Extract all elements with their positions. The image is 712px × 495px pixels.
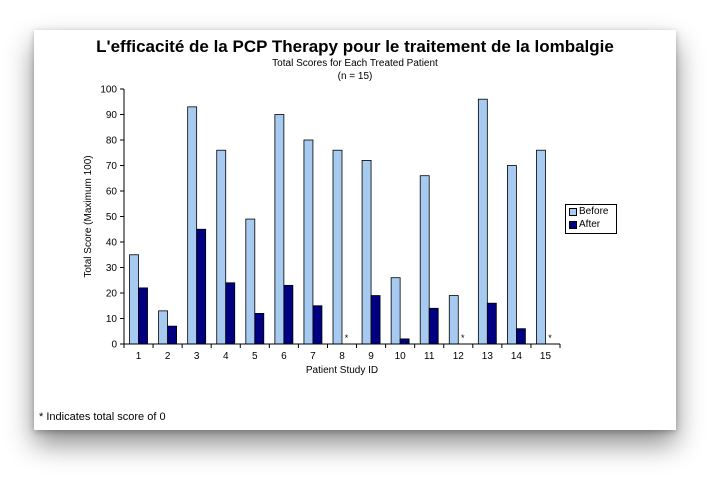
bar-before-1 xyxy=(129,254,139,345)
y-tick-label-80: 80 xyxy=(106,136,118,147)
bar-before-6 xyxy=(274,114,285,345)
chart-card: L'efficacité de la PCP Therapy pour le t… xyxy=(34,30,676,430)
bar-before-12 xyxy=(448,295,459,345)
legend-label-before: Before xyxy=(579,206,609,217)
bar-before-3 xyxy=(187,106,198,345)
y-axis-title: Total Score (Maximum 100) xyxy=(83,155,94,277)
bar-after-1 xyxy=(138,287,148,345)
chart-title: L'efficacité de la PCP Therapy pour le t… xyxy=(96,37,614,56)
footnote: * Indicates total score of 0 xyxy=(39,411,166,423)
x-tick-label-15: 15 xyxy=(540,351,552,362)
x-tick-label-13: 13 xyxy=(482,351,494,362)
y-tick-label-30: 30 xyxy=(106,263,118,274)
x-tick-label-9: 9 xyxy=(368,351,374,362)
x-tick-label-7: 7 xyxy=(310,351,316,362)
x-tick-label-8: 8 xyxy=(339,351,345,362)
bar-before-13 xyxy=(477,98,488,345)
bar-after-6 xyxy=(283,284,294,345)
bar-before-10 xyxy=(390,277,401,345)
bar-after-7 xyxy=(312,305,323,345)
y-tick-label-20: 20 xyxy=(106,289,118,300)
y-tick-label-40: 40 xyxy=(106,238,118,249)
zero-marker-after-15: * xyxy=(548,333,552,343)
footnote-marker: * xyxy=(39,411,44,423)
bar-before-9 xyxy=(361,159,372,345)
bar-before-7 xyxy=(303,139,314,345)
y-tick-label-10: 10 xyxy=(106,314,118,325)
bar-after-10 xyxy=(399,338,410,345)
bar-after-3 xyxy=(196,228,207,345)
bar-after-14 xyxy=(515,328,526,345)
legend: Before After xyxy=(565,204,617,234)
y-tick-label-0: 0 xyxy=(111,340,117,351)
x-tick-label-5: 5 xyxy=(252,351,258,362)
legend-swatch-after xyxy=(569,221,577,229)
bar-before-4 xyxy=(216,149,227,345)
x-tick-label-10: 10 xyxy=(395,351,407,362)
bar-before-11 xyxy=(419,175,430,345)
legend-item-before: Before xyxy=(566,205,616,218)
x-tick-label-14: 14 xyxy=(511,351,523,362)
y-tick-label-50: 50 xyxy=(106,212,118,223)
x-tick-label-3: 3 xyxy=(194,351,200,362)
chart-sample-size: (n = 15) xyxy=(337,71,373,82)
y-tick-label-60: 60 xyxy=(106,187,118,198)
y-tick-label-70: 70 xyxy=(106,161,118,172)
bar-after-9 xyxy=(370,295,381,345)
legend-swatch-before xyxy=(569,208,577,216)
x-tick-label-11: 11 xyxy=(424,351,435,362)
zero-marker-after-12: * xyxy=(461,333,465,343)
footnote-text: Indicates total score of 0 xyxy=(46,411,166,423)
bar-before-8 xyxy=(332,149,343,345)
bar-after-2 xyxy=(167,325,178,345)
bar-after-5 xyxy=(254,312,265,345)
y-tick-label-100: 100 xyxy=(100,85,117,96)
x-axis-title: Patient Study ID xyxy=(306,365,378,376)
chart-subtitle: Total Scores for Each Treated Patient xyxy=(272,58,438,69)
y-tick-label-90: 90 xyxy=(106,110,118,121)
legend-item-after: After xyxy=(566,218,616,231)
x-tick-label-6: 6 xyxy=(281,351,287,362)
x-tick-label-1: 1 xyxy=(136,351,142,362)
bar-before-14 xyxy=(506,165,517,345)
zero-marker-after-8: * xyxy=(345,333,349,343)
bar-after-4 xyxy=(225,282,236,345)
x-tick-label-4: 4 xyxy=(223,351,229,362)
bar-after-11 xyxy=(428,307,439,345)
x-tick-label-2: 2 xyxy=(165,351,171,362)
bar-before-15 xyxy=(536,149,546,345)
bar-before-5 xyxy=(245,218,256,345)
x-tick-label-12: 12 xyxy=(453,351,465,362)
bar-before-2 xyxy=(158,310,168,345)
bar-after-13 xyxy=(486,302,497,345)
legend-label-after: After xyxy=(579,219,601,230)
